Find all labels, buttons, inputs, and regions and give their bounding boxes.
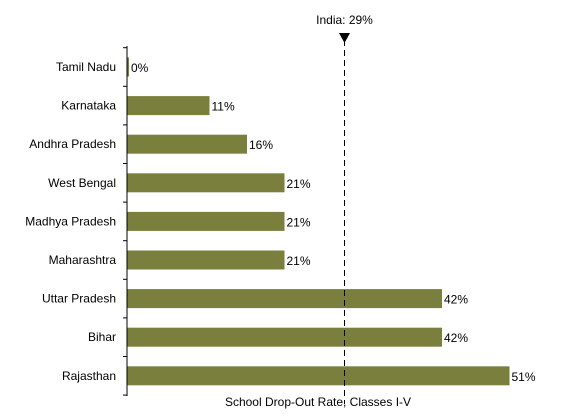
- category-label: Tamil Nadu: [56, 60, 116, 74]
- x-axis-title: School Drop-Out Rate, Classes I-V: [225, 395, 411, 409]
- value-label: 51%: [512, 370, 536, 384]
- value-label: 21%: [287, 177, 311, 191]
- bar: [127, 366, 510, 386]
- category-label: Rajasthan: [62, 369, 116, 383]
- bar: [127, 57, 129, 77]
- category-label: Karnataka: [61, 99, 116, 113]
- category-label: Uttar Pradesh: [42, 292, 116, 306]
- value-label: 21%: [287, 254, 311, 268]
- bars-layer: [127, 57, 510, 386]
- value-label: 11%: [212, 100, 235, 114]
- bar: [127, 96, 210, 116]
- category-label: West Bengal: [48, 176, 116, 190]
- value-label: 42%: [444, 331, 468, 345]
- labels-layer: Tamil Nadu 0% Karnataka 11% Andhra Pradesh 16…: [25, 47, 536, 396]
- reference-marker-triangle: [339, 33, 350, 43]
- bar: [127, 327, 442, 347]
- value-label: 21%: [287, 215, 311, 229]
- bar: [127, 211, 285, 231]
- reference-layer: India: 29%: [316, 13, 373, 404]
- category-label: Bihar: [88, 330, 116, 344]
- category-label: Madhya Pradesh: [25, 214, 116, 228]
- value-label: 0%: [131, 61, 149, 75]
- bar: [127, 173, 285, 193]
- reference-line-label: India: 29%: [316, 13, 373, 27]
- value-label: 16%: [249, 138, 273, 152]
- bar: [127, 250, 285, 270]
- category-label: Maharashtra: [49, 253, 117, 267]
- bar: [127, 289, 442, 309]
- bar: [127, 134, 247, 154]
- value-label: 42%: [444, 293, 468, 307]
- category-label: Andhra Pradesh: [29, 137, 116, 151]
